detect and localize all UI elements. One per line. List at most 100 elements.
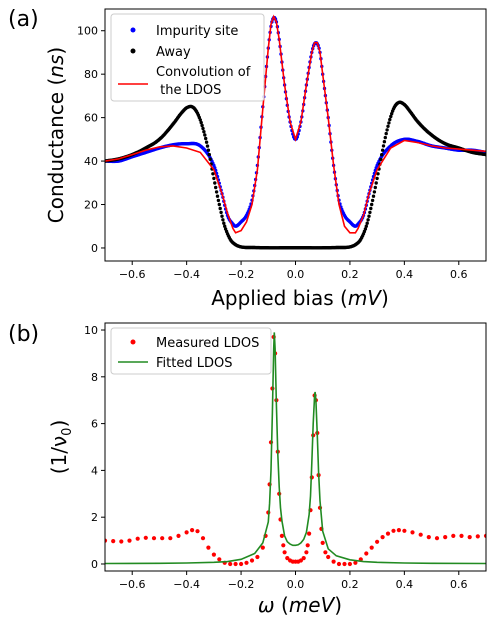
panel-b-measured-ldos-point-69 — [375, 539, 380, 544]
panel-b-measured-ldos-point-84 — [483, 533, 486, 538]
panel-a: (a) −0.6 −0.4 −0.2 0.0 0.2 0.4 0.6 0 20 40 60 80 10… — [8, 7, 487, 310]
legend-impurity-site-marker — [130, 27, 136, 33]
panel-b-measured-ldos-point-24 — [260, 545, 265, 550]
panel-a-away-point-304 — [379, 157, 383, 162]
panel-a-away-point-290 — [366, 218, 370, 222]
panel-b-measured-ldos-point-9 — [176, 533, 181, 539]
panel-a-away-point-308 — [382, 140, 387, 144]
panel-b-measured-ldos-point-68 — [369, 545, 374, 550]
panel-a-legend: Impurity site Away Convolution of the LD… — [110, 13, 265, 102]
panel-b-measured-ldos-point-72 — [391, 528, 396, 533]
panel-a-away-point-307 — [381, 144, 386, 148]
panel-a-x-axis-label: Applied bias (mV) — [211, 286, 389, 310]
panel-b-measured-ldos-point-45 — [301, 556, 306, 561]
panel-a-away-point-124 — [215, 194, 220, 198]
panel-b-measured-ldos-point-83 — [475, 534, 480, 539]
panel-b-measured-ldos-point-80 — [451, 533, 456, 539]
legend-convolution-label-line1: Convolution of — [156, 65, 251, 80]
panel-b-measured-ldos-point-13 — [200, 536, 206, 541]
panel-a-away-point-316 — [390, 112, 394, 116]
panel-a-series-away — [105, 100, 486, 250]
panel-b-measured-ldos-point-37 — [281, 543, 286, 548]
panel-a-away-point-306 — [380, 148, 385, 152]
panel-a-away-point-289 — [365, 221, 369, 225]
panel-a-away-point-111 — [204, 136, 208, 141]
panel-b-measured-ldos-point-15 — [211, 552, 216, 557]
panel-b-y-tick-label-5: 10 — [84, 324, 98, 337]
panel-b-measured-ldos-point-2 — [119, 539, 124, 544]
panel-a-away-point-131 — [222, 221, 226, 225]
panel-a-away-point-312 — [386, 124, 390, 128]
panel-b-measured-ldos-point-11 — [190, 528, 195, 533]
panel-b-measured-ldos-point-44 — [298, 558, 303, 563]
panel-a-away-point-294 — [370, 202, 374, 207]
panel-a-away-point-127 — [218, 206, 222, 211]
panel-b-measured-ldos-point-5 — [143, 535, 148, 540]
panel-b-x-tick-label-2: −0.2 — [228, 578, 255, 591]
panel-b-x-axis-label: ωω ( (meV) — [258, 593, 342, 617]
panel-a-away-point-309 — [383, 135, 387, 140]
panel-b-legend: Measured LDOS Fitted LDOS — [110, 327, 272, 375]
panel-b-measured-ldos-point-64 — [347, 561, 352, 567]
panel-a-away-point-300 — [375, 176, 379, 181]
panel-b-fitted-ldos-line — [105, 332, 486, 565]
panel-b-measured-ldos-point-10 — [184, 530, 189, 535]
legend-convolution-label-line2: the LDOS — [156, 83, 221, 98]
panel-b-measured-ldos-point-81 — [459, 533, 464, 539]
panel-a-away-point-107 — [200, 123, 204, 128]
panel-a-away-point-295 — [370, 198, 375, 203]
panel-b-y-tick-label-1: 2 — [91, 511, 98, 524]
panel-a-x-tick-label-1: −0.4 — [173, 268, 200, 281]
panel-b-y-ticks: 0 2 4 6 8 10 — [84, 324, 105, 571]
panel-b-measured-ldos-point-70 — [380, 535, 385, 540]
panel-a-away-point-314 — [388, 117, 392, 122]
panel-a-away-point-287 — [363, 227, 368, 231]
panel-b-measured-ldos-point-36 — [279, 533, 284, 539]
panel-b-measured-ldos-point-76 — [418, 532, 423, 537]
panel-b-measured-ldos-point-12 — [195, 529, 200, 534]
panel-b-x-tick-label-5: 0.4 — [396, 578, 414, 591]
panel-a-away-point-288 — [364, 224, 368, 228]
panel-b-measured-ldos-point-22 — [249, 558, 255, 563]
panel-b-measured-ldos-point-75 — [410, 530, 415, 535]
panel-a-x-tick-label-2: −0.2 — [228, 268, 255, 281]
panel-b-measured-ldos-point-71 — [385, 531, 391, 536]
panel-b-y-tick-label-0: 0 — [91, 558, 98, 571]
panel-b-measured-ldos-point-1 — [111, 539, 116, 544]
panel-a-series-convolution-of-the-ldos — [105, 14, 486, 234]
panel-a-y-tick-label-2: 40 — [84, 155, 98, 168]
panel-b-measured-ldos-point-78 — [434, 536, 440, 541]
panel-a-away-point-313 — [387, 121, 391, 125]
legend-measured-ldos-marker — [130, 339, 136, 345]
panel-b-measured-ldos-point-3 — [127, 538, 132, 543]
panel-b-measured-ldos-point-47 — [305, 543, 310, 548]
panel-a-away-point-110 — [203, 133, 207, 137]
panel-b-measured-ldos-point-14 — [206, 545, 211, 550]
panel-a-away-point-126 — [217, 202, 221, 207]
legend-away-label: Away — [156, 45, 191, 60]
panel-b-y-tick-label-2: 4 — [91, 464, 98, 477]
panel-a-plot-area — [105, 14, 486, 250]
panel-a-away-point-299 — [374, 181, 378, 185]
panel-a-away-point-109 — [202, 130, 206, 134]
panel-a-away-point-113 — [205, 144, 210, 148]
panel-a-label: (a) — [8, 7, 39, 32]
panel-b-measured-ldos-point-67 — [364, 551, 369, 556]
panel-b-measured-ldos-point-0 — [105, 538, 108, 543]
panel-b-measured-ldos-point-59 — [323, 550, 328, 555]
panel-b-measured-ldos-point-19 — [233, 561, 238, 567]
panel-a-away-point-123 — [214, 190, 219, 194]
panel-b-measured-ldos-point-60 — [326, 554, 331, 560]
panel-a-x-tick-label-6: 0.6 — [450, 268, 468, 281]
panel-a-away-point-116 — [208, 157, 212, 161]
panel-a-x-tick-label-5: 0.4 — [396, 268, 414, 281]
panel-a-away-point-296 — [371, 194, 376, 198]
panel-a-away-point-125 — [216, 198, 221, 203]
panel-a-legend-box — [110, 13, 265, 102]
panel-a-x-tick-label-4: 0.2 — [341, 268, 359, 281]
panel-b-measured-ldos-point-77 — [426, 535, 431, 540]
panel-b-measured-ldos-point-39 — [285, 556, 290, 561]
panel-a-away-point-120 — [212, 176, 216, 181]
panel-a-x-tick-label-3: 0.0 — [287, 268, 305, 281]
panel-a-away-point-119 — [211, 172, 215, 176]
